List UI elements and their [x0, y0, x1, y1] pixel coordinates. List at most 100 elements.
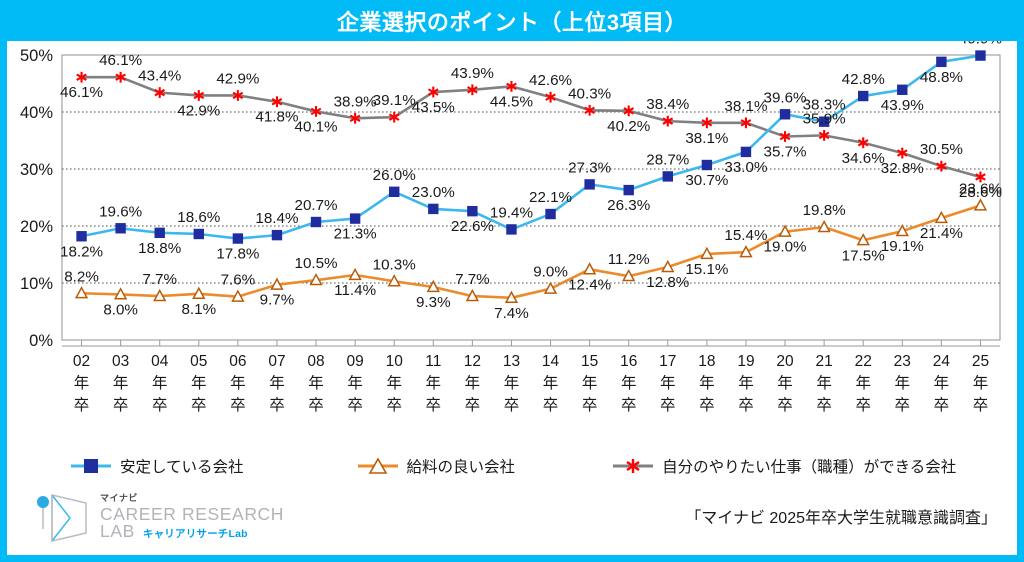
x-axis-category-label: 卒 [230, 396, 246, 414]
data-point-label: 10.5% [295, 255, 338, 272]
series-line [80, 204, 982, 300]
series-line [80, 54, 982, 240]
x-axis-category-label: 21 [816, 353, 833, 370]
data-point-label: 7.6% [221, 272, 256, 289]
x-axis-category-label: 23 [894, 353, 911, 370]
x-axis-category-label: 卒 [465, 396, 481, 414]
x-axis-category-label: 10 [386, 353, 404, 370]
data-point-marker [467, 205, 478, 217]
data-point-label: 19.0% [764, 239, 807, 256]
data-point-marker [662, 115, 674, 127]
content-card: 0% 10% 20% 30% 40% 50% 02 年卒 03 年卒 04 年卒 05 年卒 06 年卒 07 年… [7, 41, 1017, 555]
data-point-marker [740, 117, 752, 129]
data-point-label: 18.6% [177, 209, 220, 226]
y-axis-tick-label: 40% [20, 104, 53, 122]
x-axis-category-label: 年 [74, 374, 90, 392]
data-point-label: 26.3% [607, 197, 650, 214]
data-point-marker [504, 290, 519, 303]
x-axis-category-label: 年 [152, 374, 168, 392]
legend-item-desired-job: 自分のやりたい仕事（職種）ができる会社 [611, 455, 956, 477]
data-point-marker [739, 245, 753, 258]
data-point-marker [934, 210, 949, 224]
data-point-label: 21.3% [334, 226, 377, 243]
data-point-label: 19.8% [803, 202, 846, 219]
data-point-marker [975, 171, 986, 183]
data-point-label: 38.1% [724, 98, 767, 115]
legend-key-square-icon [71, 459, 111, 473]
data-point-label: 46.1% [60, 84, 103, 101]
data-point-label: 28.7% [646, 151, 689, 168]
data-point-label: 46.1% [99, 52, 142, 69]
x-axis-category-label: 16 [620, 353, 637, 370]
data-point-label: 35.9% [803, 110, 846, 127]
data-point-label: 40.2% [607, 118, 650, 135]
data-point-marker [193, 228, 204, 240]
data-point-label: 11.4% [334, 282, 376, 299]
data-point-label: 15.1% [685, 261, 728, 278]
data-point-marker [154, 87, 166, 99]
x-axis-category-label: 年 [895, 374, 911, 392]
data-point-marker [779, 131, 791, 142]
data-point-label: 39.6% [764, 89, 807, 106]
x-axis-category-label: 年 [426, 374, 442, 392]
data-point-label: 32.8% [881, 160, 924, 177]
data-point-label: 43.9% [881, 97, 924, 114]
data-point-marker [779, 109, 791, 120]
data-point-label: 9.3% [416, 294, 451, 311]
data-point-marker [348, 267, 362, 281]
data-point-label: 17.5% [842, 247, 885, 264]
x-axis-category-label: 年 [269, 374, 285, 392]
data-point-label: 40.1% [295, 118, 338, 135]
x-axis-category-label: 11 [425, 353, 441, 370]
x-axis-category-label: 05 [190, 353, 207, 370]
x-axis-category-label: 年 [504, 374, 520, 392]
data-point-marker [506, 224, 517, 235]
data-point-label: 38.1% [685, 130, 728, 147]
x-axis-category-label: 年 [738, 374, 754, 392]
data-point-label: 19.4% [490, 204, 533, 221]
y-axis-tick-label: 50% [20, 47, 53, 65]
data-point-marker [271, 96, 283, 108]
data-point-label: 11.2% [608, 251, 650, 268]
data-point-marker [700, 246, 714, 260]
x-axis-category-label: 20 [776, 353, 794, 370]
data-point-label: 17.8% [216, 246, 259, 263]
data-point-label: 18.2% [60, 243, 103, 260]
x-axis-category-label: 14 [542, 353, 560, 370]
data-point-marker [778, 224, 792, 237]
data-point-marker [115, 223, 126, 234]
legend-key-asterisk-icon [613, 459, 654, 473]
data-point-label: 43.9% [451, 65, 494, 82]
data-point-label: 23.0% [412, 184, 455, 201]
x-axis-category-label: 年 [308, 374, 324, 392]
y-axis-tick-label: 20% [20, 218, 53, 236]
x-axis-category-label: 卒 [543, 396, 559, 414]
logo-line1: CAREER RESEARCH [100, 503, 285, 524]
data-point-label: 7.7% [142, 271, 177, 288]
data-point-label: 30.7% [685, 172, 728, 189]
data-point-marker [584, 104, 595, 116]
x-axis-category-label: 年 [660, 374, 676, 392]
data-point-marker [545, 208, 556, 220]
series-line [80, 75, 982, 179]
data-point-label: 9.0% [533, 264, 568, 281]
data-point-marker [582, 262, 597, 275]
data-point-marker [662, 171, 673, 182]
x-axis-category-label: 卒 [621, 396, 637, 414]
data-point-marker [271, 229, 283, 241]
data-point-marker [701, 117, 713, 129]
data-point-marker [740, 146, 752, 158]
data-point-marker [232, 90, 244, 101]
data-point-label: 12.4% [568, 276, 611, 293]
x-axis-category-label: 卒 [152, 396, 168, 414]
data-point-marker [388, 111, 400, 123]
data-point-marker [349, 112, 361, 124]
data-point-marker [856, 233, 870, 246]
data-point-marker [817, 219, 831, 233]
x-axis-category-label: 08 [307, 353, 324, 370]
data-point-marker [467, 84, 478, 96]
x-axis-category-label: 24 [933, 353, 951, 370]
logo-kana: マイナビ [100, 492, 138, 503]
x-axis-category-label: 卒 [504, 396, 520, 414]
x-axis-category-label: 卒 [74, 396, 90, 414]
